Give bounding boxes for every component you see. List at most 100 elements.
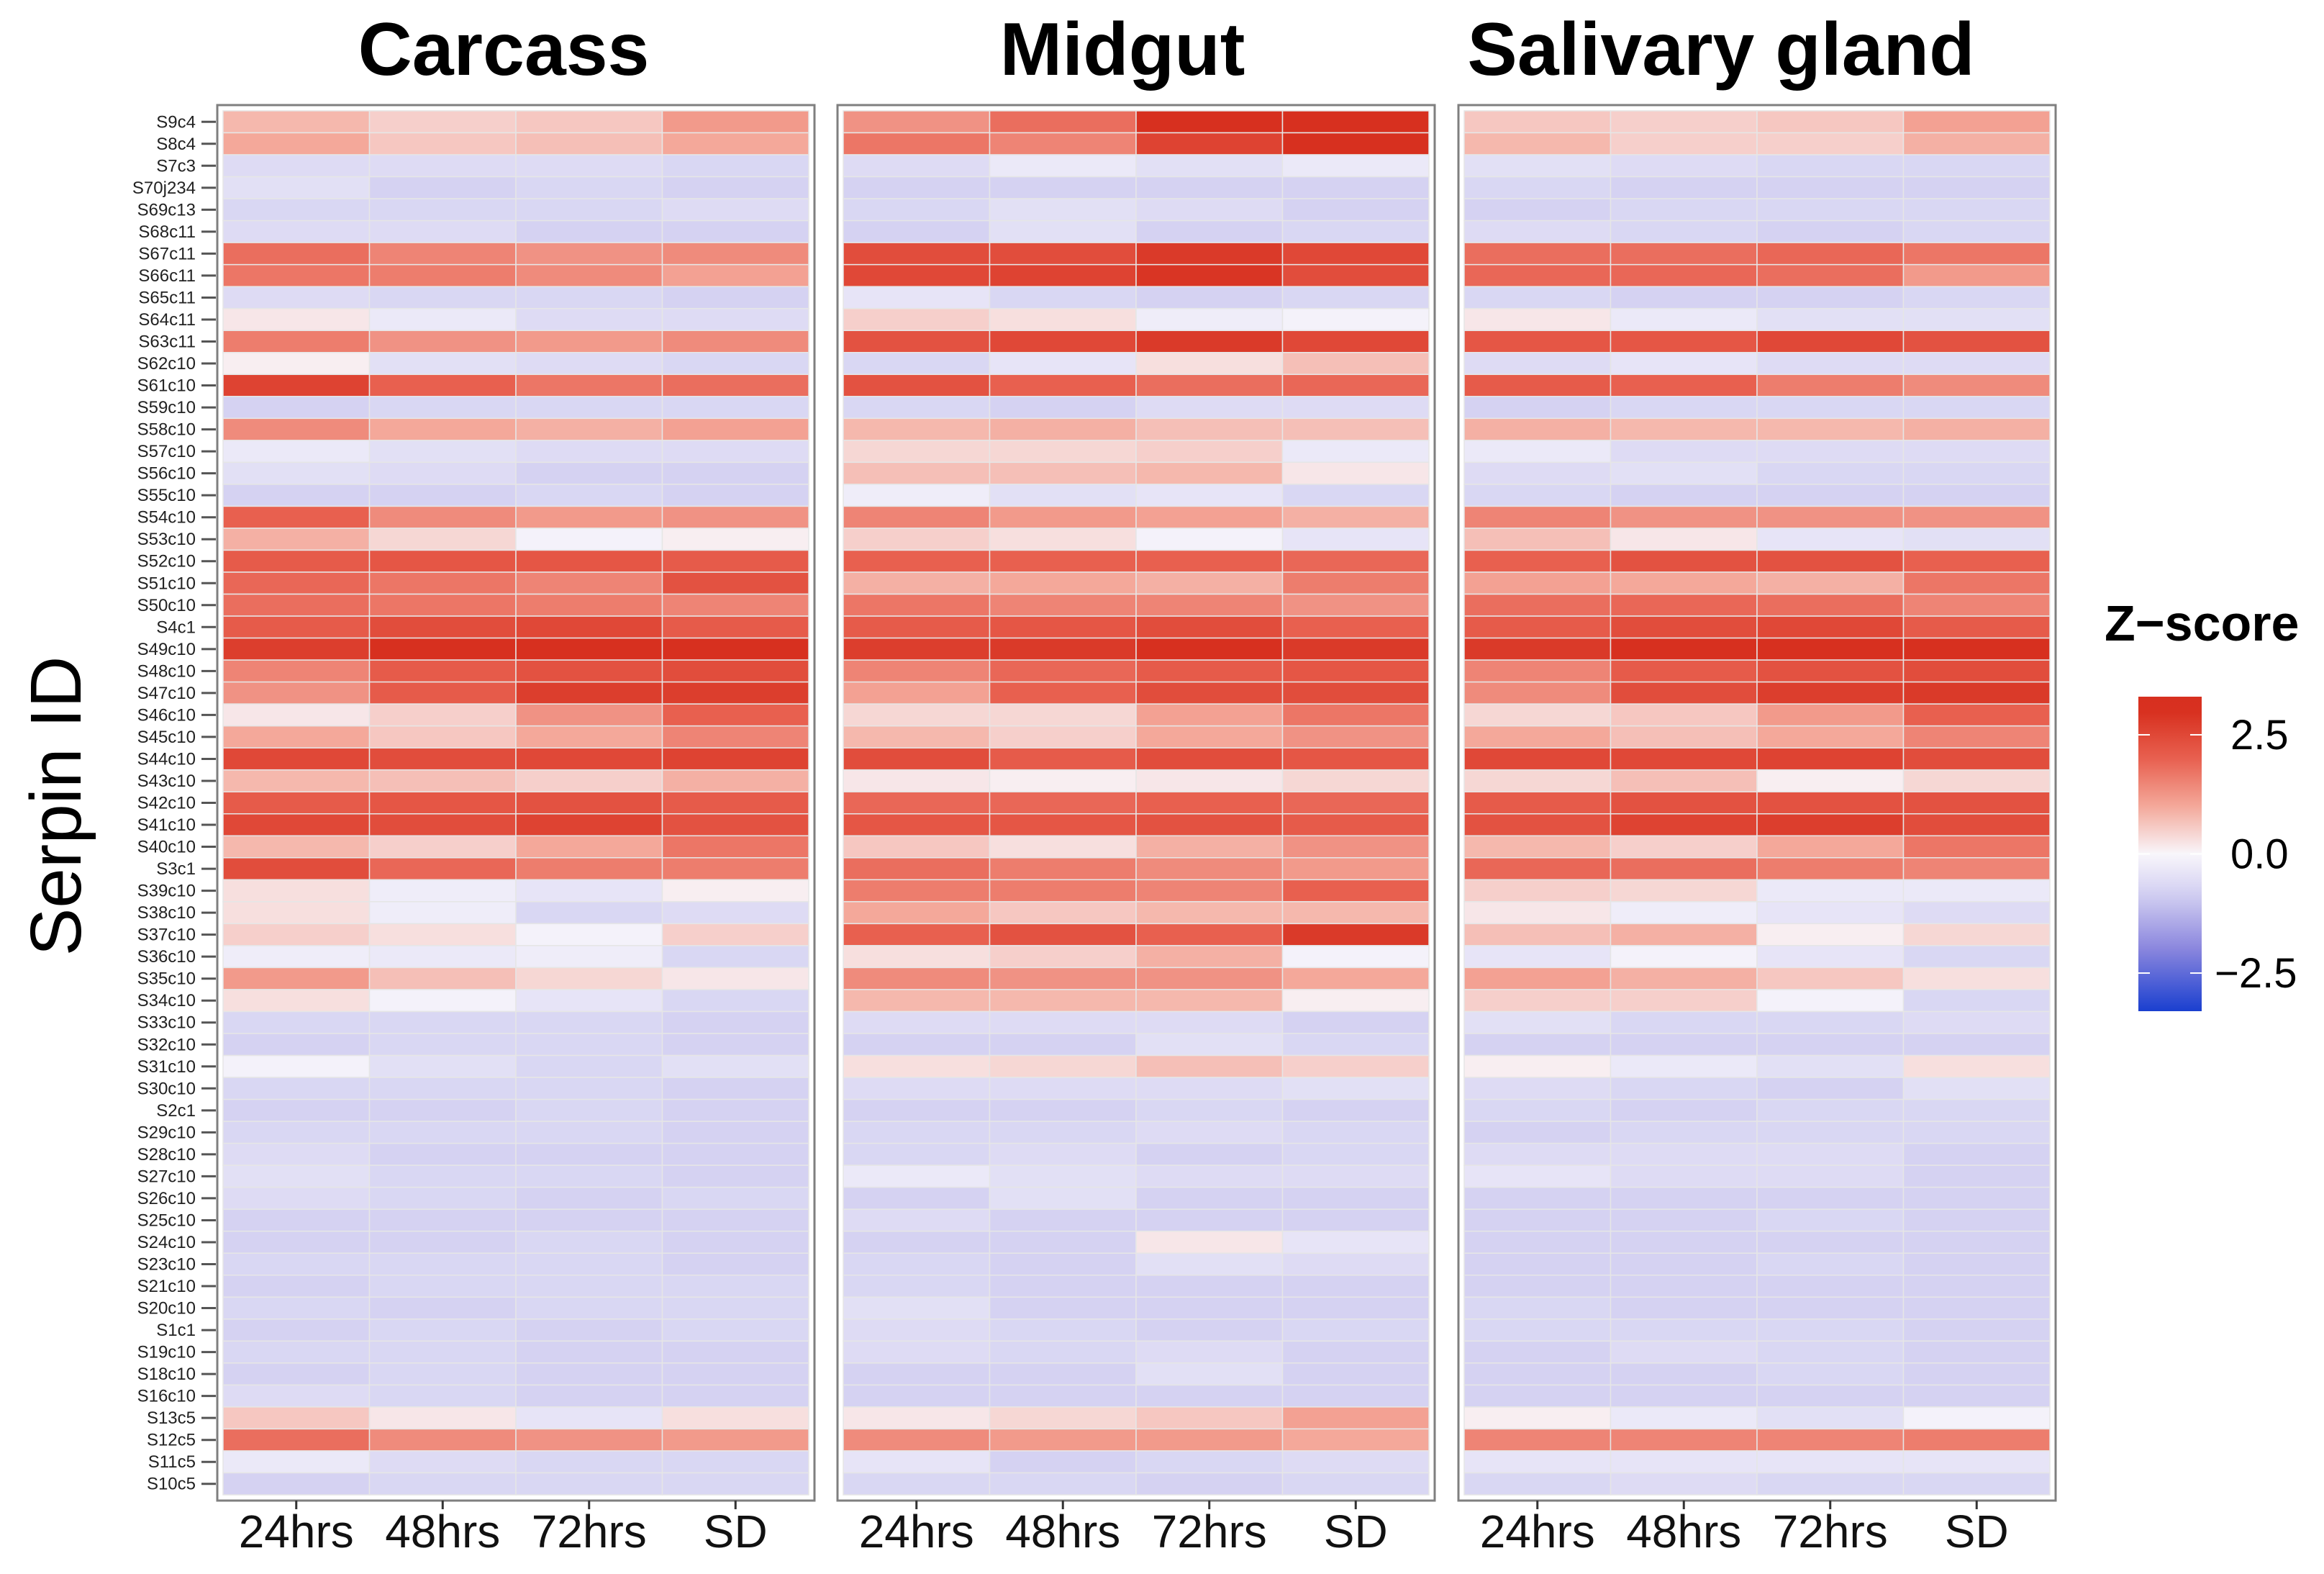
row-label: S1c1 bbox=[156, 1321, 196, 1340]
x-tick-label: 48hrs bbox=[1005, 1506, 1120, 1557]
heatmap-cell bbox=[1281, 725, 1430, 748]
heatmap-cell bbox=[1902, 659, 2051, 683]
heatmap-cell bbox=[1756, 110, 1905, 134]
heatmap-cell bbox=[368, 571, 517, 595]
heatmap-cell bbox=[1902, 813, 2051, 837]
heatmap-cell bbox=[222, 352, 371, 376]
heatmap-cell bbox=[1135, 769, 1284, 792]
heatmap-cell bbox=[843, 484, 991, 507]
row-label: S70j234 bbox=[132, 178, 196, 198]
heatmap-cell bbox=[1463, 1406, 1612, 1430]
heatmap-cell bbox=[1281, 967, 1430, 990]
row-label: S50c10 bbox=[137, 596, 196, 615]
heatmap-cell bbox=[515, 857, 663, 881]
heatmap-cell bbox=[1135, 1098, 1284, 1122]
heatmap-cell bbox=[368, 1252, 517, 1276]
heatmap-cell bbox=[1902, 286, 2051, 309]
heatmap-cell bbox=[1281, 989, 1430, 1013]
heatmap-cell bbox=[1756, 220, 1905, 243]
heatmap-cell bbox=[843, 681, 991, 705]
heatmap-cell bbox=[1281, 769, 1430, 792]
heatmap-cell bbox=[222, 593, 371, 617]
heatmap-cell bbox=[989, 1164, 1137, 1188]
row-label: S25c10 bbox=[137, 1211, 196, 1230]
heatmap-cell bbox=[222, 220, 371, 243]
heatmap-cell bbox=[368, 1340, 517, 1364]
row-label: S53c10 bbox=[137, 530, 196, 549]
heatmap-cell bbox=[661, 571, 809, 595]
heatmap-cell bbox=[1135, 879, 1284, 903]
heatmap-cell bbox=[989, 857, 1137, 881]
heatmap-cell bbox=[1610, 1252, 1758, 1276]
heatmap-cell bbox=[515, 528, 663, 551]
heatmap-cell bbox=[1135, 901, 1284, 925]
heatmap-cell bbox=[1756, 1164, 1905, 1188]
heatmap-cell bbox=[1281, 461, 1430, 485]
heatmap-cell bbox=[222, 1296, 371, 1320]
heatmap-cell bbox=[368, 747, 517, 771]
heatmap-cell bbox=[843, 220, 991, 243]
row-label: S45c10 bbox=[137, 728, 196, 747]
heatmap-cell bbox=[222, 1362, 371, 1386]
x-tick-label: 24hrs bbox=[859, 1506, 974, 1557]
heatmap-cell bbox=[368, 967, 517, 990]
heatmap-cell bbox=[1902, 703, 2051, 727]
heatmap-cell bbox=[843, 967, 991, 990]
heatmap-cell bbox=[1135, 923, 1284, 946]
x-tick-label: 72hrs bbox=[1773, 1506, 1888, 1557]
heatmap-cell bbox=[989, 396, 1137, 420]
heatmap-cell bbox=[515, 681, 663, 705]
heatmap-cell bbox=[1135, 1121, 1284, 1144]
heatmap-cell bbox=[1281, 1296, 1430, 1320]
heatmap-cell bbox=[661, 396, 809, 420]
heatmap-cell bbox=[1756, 769, 1905, 792]
heatmap-cell bbox=[368, 1033, 517, 1057]
heatmap-cell bbox=[1902, 879, 2051, 903]
heatmap-cell bbox=[843, 549, 991, 573]
heatmap-cell bbox=[1281, 703, 1430, 727]
heatmap-cell bbox=[1281, 484, 1430, 507]
heatmap-cell bbox=[222, 263, 371, 287]
heatmap-cell bbox=[1463, 571, 1612, 595]
heatmap-cell bbox=[1902, 307, 2051, 331]
heatmap-cell bbox=[1902, 1142, 2051, 1166]
heatmap-cell bbox=[661, 374, 809, 397]
heatmap-cell bbox=[515, 330, 663, 353]
row-label: S41c10 bbox=[137, 815, 196, 835]
heatmap-cell bbox=[1135, 461, 1284, 485]
heatmap-cell bbox=[989, 1186, 1137, 1210]
heatmap-cell bbox=[1756, 703, 1905, 727]
heatmap-cell bbox=[1281, 417, 1430, 441]
heatmap-cell bbox=[1902, 396, 2051, 420]
heatmap-cell bbox=[515, 110, 663, 134]
row-label: S28c10 bbox=[137, 1145, 196, 1164]
row-label: S42c10 bbox=[137, 794, 196, 813]
heatmap-cell bbox=[515, 615, 663, 639]
heatmap-cell bbox=[1135, 1319, 1284, 1342]
heatmap-cell bbox=[222, 1033, 371, 1057]
heatmap-cell bbox=[222, 1472, 371, 1496]
heatmap-cell bbox=[515, 571, 663, 595]
heatmap-cell bbox=[1135, 747, 1284, 771]
heatmap-cell bbox=[1463, 198, 1612, 222]
heatmap-cell bbox=[989, 1077, 1137, 1100]
heatmap-cell bbox=[1463, 242, 1612, 266]
heatmap-cell bbox=[1135, 681, 1284, 705]
row-label: S27c10 bbox=[137, 1167, 196, 1186]
row-label: S65c11 bbox=[138, 288, 196, 307]
row-label: S69c13 bbox=[137, 200, 196, 220]
heatmap-cell bbox=[843, 1275, 991, 1298]
heatmap-cell bbox=[843, 637, 991, 661]
heatmap-cell bbox=[222, 725, 371, 748]
heatmap-cell bbox=[1756, 1275, 1905, 1298]
heatmap-cell bbox=[661, 1164, 809, 1188]
heatmap-cell bbox=[1281, 659, 1430, 683]
heatmap-cell bbox=[1463, 593, 1612, 617]
heatmap-cell bbox=[1902, 176, 2051, 199]
heatmap-cell bbox=[661, 703, 809, 727]
heatmap-cell bbox=[1281, 813, 1430, 837]
heatmap-cell bbox=[1610, 1098, 1758, 1122]
heatmap-cell bbox=[1281, 154, 1430, 178]
heatmap-cell bbox=[222, 1164, 371, 1188]
heatmap-cell bbox=[1135, 374, 1284, 397]
